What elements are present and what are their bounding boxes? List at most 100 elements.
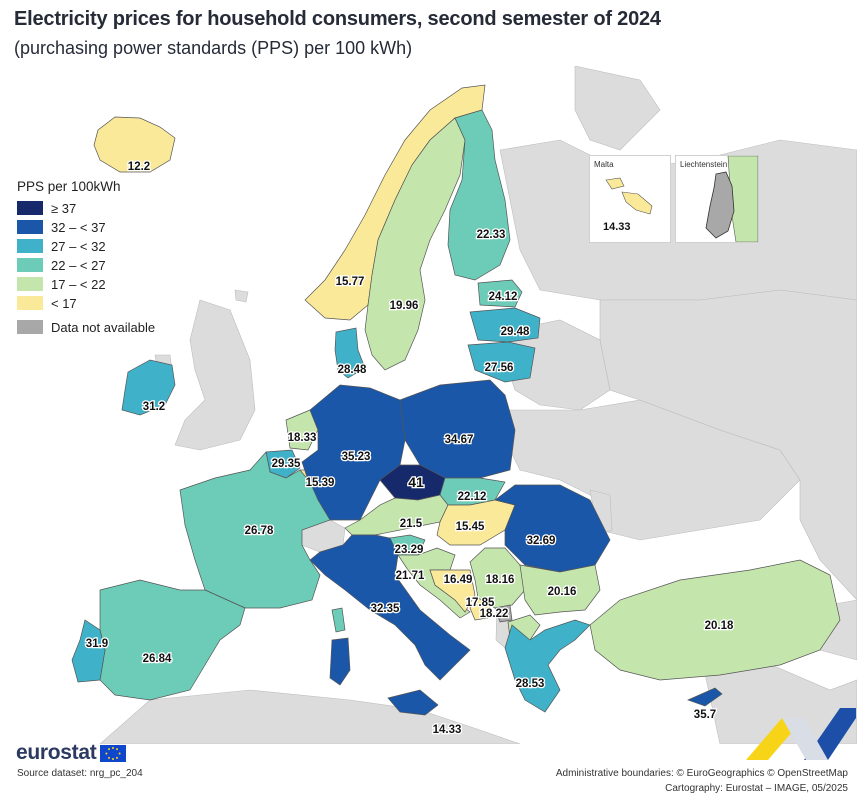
legend-label: 32 – < 37 xyxy=(51,219,106,235)
credit-boundaries: Administrative boundaries: © EuroGeograp… xyxy=(555,768,848,779)
value-label-ba: 16.49 xyxy=(444,574,473,586)
legend-label-na: Data not available xyxy=(51,319,156,335)
value-label-nl: 18.33 xyxy=(288,432,317,444)
legend-item: 17 – < 22 xyxy=(17,275,155,293)
country-IE xyxy=(121,359,176,416)
country-DK xyxy=(334,327,366,379)
europe-map: 12.2 15.77 19.96 22.33 24.12 29.48 27.56 28.48 3… xyxy=(71,66,857,744)
value-label-me: 17.85 xyxy=(466,597,495,609)
legend-label: 17 – < 22 xyxy=(51,276,106,292)
country-XK xyxy=(494,604,513,623)
malta-main xyxy=(621,191,653,215)
value-label-cy: 35.7 xyxy=(694,709,716,721)
image-corner-mark-icon xyxy=(746,708,856,760)
value-label-ee: 24.12 xyxy=(489,291,518,303)
legend-swatch xyxy=(17,239,43,253)
value-label-ro: 32.69 xyxy=(527,535,556,547)
liechtenstein-shape xyxy=(705,171,735,239)
source-dataset: Source dataset: nrg_pc_204 xyxy=(17,768,143,779)
value-label-mk: 18.22 xyxy=(480,608,509,620)
value-label-it: 32.35 xyxy=(371,603,400,615)
country-IS xyxy=(93,116,176,173)
value-label-si: 23.29 xyxy=(395,544,424,556)
country-EL xyxy=(504,619,591,713)
value-label-dk: 28.48 xyxy=(338,364,367,376)
value-label-se: 19.96 xyxy=(390,300,419,312)
legend: PPS per 100kWh ≥ 37 32 – < 37 27 – < 32 … xyxy=(17,179,155,337)
country-IT-sicily xyxy=(387,689,439,716)
value-label-fi: 22.33 xyxy=(477,229,506,241)
inset-malta-map xyxy=(605,177,653,215)
value-label-sk: 22.12 xyxy=(458,491,487,503)
legend-swatch xyxy=(17,296,43,310)
value-label-is: 12.2 xyxy=(128,161,150,173)
legend-item: 27 – < 32 xyxy=(17,237,155,255)
legend-label: 22 – < 27 xyxy=(51,257,106,273)
country-ES xyxy=(99,579,246,701)
country-TR xyxy=(589,559,841,681)
value-label-fr: 26.78 xyxy=(245,525,274,537)
russia-east xyxy=(599,289,857,601)
legend-item: < 17 xyxy=(17,294,155,312)
country-FR-corsica xyxy=(331,607,346,633)
value-label-hr: 21.71 xyxy=(396,570,425,582)
uk-ireland-islands xyxy=(234,289,249,303)
inset-liechtenstein-map xyxy=(705,156,758,242)
legend-item: 32 – < 37 xyxy=(17,218,155,236)
value-label-lu: 15.39 xyxy=(306,477,335,489)
value-label-hu: 15.45 xyxy=(456,521,485,533)
value-label-be: 29.35 xyxy=(272,458,301,470)
malta-gozo xyxy=(605,177,625,190)
legend-item: 22 – < 27 xyxy=(17,256,155,274)
country-BA xyxy=(429,569,476,613)
country-polygons xyxy=(71,84,841,716)
value-label-no: 15.77 xyxy=(336,276,365,288)
value-label-lt: 27.56 xyxy=(485,362,514,374)
country-RS xyxy=(469,547,526,609)
value-label-rs: 18.16 xyxy=(486,574,515,586)
value-label-el: 28.53 xyxy=(516,678,545,690)
value-label-cz: 41 xyxy=(408,474,424,490)
country-ME xyxy=(469,597,491,621)
value-label-lv: 29.48 xyxy=(501,326,530,338)
value-label-bg: 20.16 xyxy=(548,586,577,598)
eurostat-logo: eurostat xyxy=(16,741,127,765)
country-PL xyxy=(399,379,516,479)
country-LV xyxy=(469,307,541,343)
legend-swatch xyxy=(17,201,43,215)
value-label-tr: 20.18 xyxy=(705,620,734,632)
value-label-ie: 31.2 xyxy=(143,401,165,413)
country-BG xyxy=(519,564,601,616)
value-label-pl: 34.67 xyxy=(445,434,474,446)
country-NL xyxy=(285,409,319,451)
country-EE xyxy=(477,279,523,308)
eurostat-logo-text: eurostat xyxy=(16,741,97,764)
legend-label: 27 – < 32 xyxy=(51,238,106,254)
country-SE xyxy=(364,117,466,371)
legend-label: < 17 xyxy=(51,295,77,311)
value-label-mt: 14.33 xyxy=(433,724,462,736)
map-title: Electricity prices for household consume… xyxy=(14,8,661,30)
value-label-at: 21.5 xyxy=(400,518,423,530)
legend-swatch xyxy=(17,277,43,291)
greenland-russia-north xyxy=(574,66,661,151)
value-label-de: 35.23 xyxy=(342,451,371,463)
country-FI xyxy=(447,109,511,281)
north-africa xyxy=(99,689,521,744)
country-IT xyxy=(309,534,471,681)
inset-malta: Malta 14.33 xyxy=(589,155,671,243)
eu-flag-icon xyxy=(100,744,127,762)
legend-swatch-na xyxy=(17,320,43,334)
country-IT-sardinia xyxy=(329,637,351,686)
value-label-es: 26.84 xyxy=(143,653,172,665)
inset-liechtenstein-title: Liechtenstein xyxy=(680,160,728,169)
value-label-pt: 31.9 xyxy=(86,638,108,650)
value-labels: 12.2 15.77 19.96 22.33 24.12 29.48 27.56 28.48 3… xyxy=(85,160,736,738)
great-britain xyxy=(174,299,256,451)
country-CY xyxy=(687,687,723,707)
credit-cartography: Cartography: Eurostat – IMAGE, 05/2025 xyxy=(665,783,848,794)
country-DE xyxy=(301,384,406,521)
country-PT xyxy=(71,619,106,683)
legend-title: PPS per 100kWh xyxy=(17,179,121,194)
inset-liechtenstein: Liechtenstein xyxy=(675,155,759,243)
